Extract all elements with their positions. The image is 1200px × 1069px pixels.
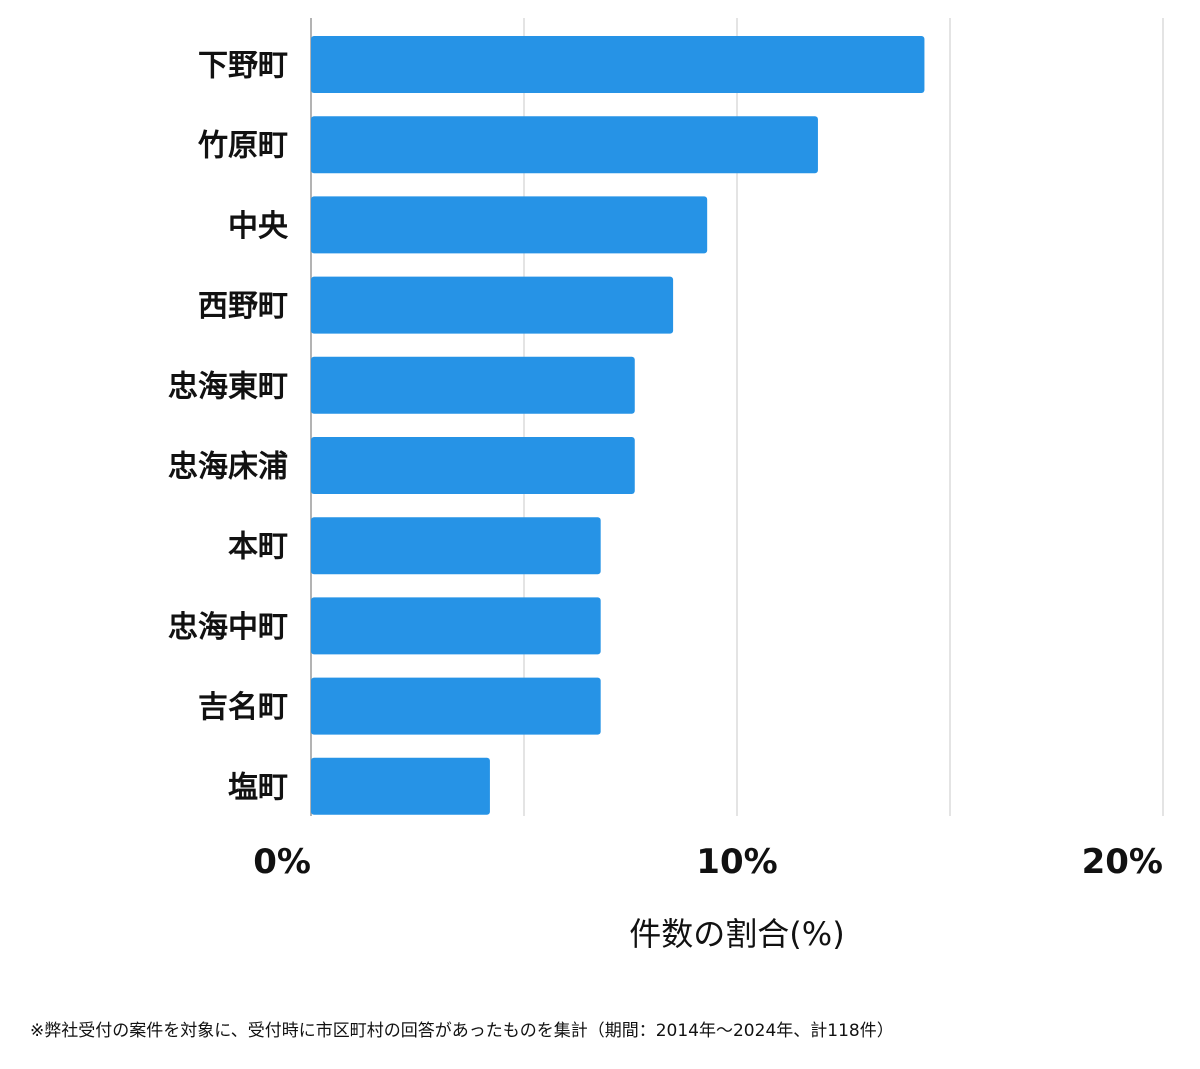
- category-label: 塩町: [228, 770, 288, 805]
- category-label: 竹原町: [198, 129, 288, 164]
- category-label: 中央: [228, 209, 289, 244]
- bar: [311, 116, 818, 174]
- category-label: 本町: [228, 530, 288, 565]
- x-tick-label: 20%: [1082, 842, 1163, 882]
- category-label: 忠海東町: [168, 369, 288, 404]
- bars: [311, 36, 925, 815]
- category-label: 忠海中町: [168, 610, 288, 645]
- category-label: 下野町: [198, 49, 288, 84]
- x-tick-label: 10%: [696, 842, 777, 882]
- bar: [311, 677, 601, 735]
- footnote: ※弊社受付の案件を対象に、受付時に市区町村の回答があったものを集計（期間：201…: [30, 1021, 894, 1041]
- category-label: 西野町: [198, 289, 288, 324]
- bar: [311, 356, 635, 414]
- bar: [311, 276, 674, 334]
- x-tick-labels: 0% 10% 20%: [253, 842, 1163, 882]
- bar: [311, 196, 708, 254]
- bar: [311, 36, 925, 93]
- category-label: 吉名町: [198, 690, 288, 725]
- x-axis-label: 件数の割合(%): [629, 915, 844, 953]
- bar: [311, 757, 490, 815]
- category-label: 忠海床浦: [168, 450, 288, 485]
- bar: [311, 517, 601, 575]
- bar: [311, 437, 635, 494]
- x-tick-label: 0%: [253, 842, 311, 882]
- bar: [311, 597, 601, 655]
